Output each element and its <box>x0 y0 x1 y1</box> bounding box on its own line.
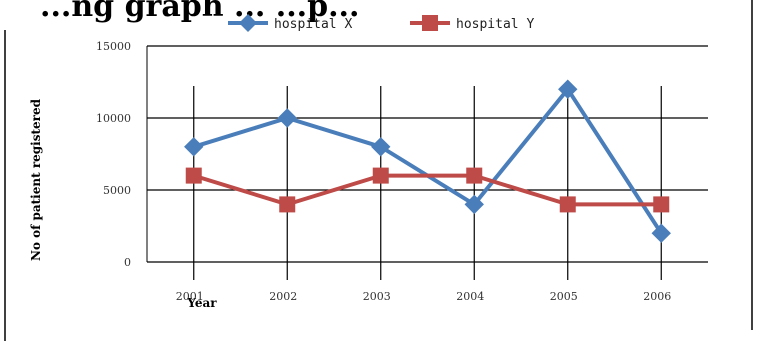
legend-label-1: hospital Y <box>456 17 534 32</box>
data-point-1 <box>466 167 483 184</box>
data-point-1 <box>279 196 296 213</box>
legend-marker-1 <box>422 15 438 31</box>
gridlines <box>146 45 708 280</box>
x-tick-label: 2006 <box>643 290 671 303</box>
x-tick-label: 2001 <box>176 290 204 303</box>
data-point-0 <box>464 194 484 215</box>
series-line-0 <box>193 87 663 235</box>
legend: hospital X hospital Y <box>228 14 534 32</box>
data-point-0 <box>184 137 204 157</box>
data-point-1 <box>559 196 576 213</box>
x-tick-label: 2003 <box>363 290 391 303</box>
x-tick-label: 2004 <box>456 290 484 303</box>
legend-marker-0 <box>239 14 257 32</box>
data-point-0 <box>277 108 297 128</box>
data-point-0 <box>558 79 578 99</box>
data-point-1 <box>653 196 670 213</box>
x-tick-label: 2005 <box>550 290 578 303</box>
y-tick-label: 0 <box>124 256 131 269</box>
y-tick-label: 5000 <box>103 184 131 197</box>
chart-title: ...ng graph ... ...p... <box>40 0 359 24</box>
data-point-1 <box>372 167 389 184</box>
x-tick-label: 2002 <box>269 290 297 303</box>
y-tick-labels: 0 5000 10000 15000 <box>96 40 131 269</box>
series-line-1 <box>193 173 662 207</box>
series-group <box>184 79 671 243</box>
x-tick-labels: 2001 2002 2003 2004 2005 2006 <box>176 290 672 303</box>
x-axis-title: Year <box>186 296 217 310</box>
y-axis-title: No of patient registered <box>29 98 43 261</box>
data-point-0 <box>651 223 671 243</box>
data-point-1 <box>185 167 202 184</box>
legend-label-0: hospital X <box>274 17 352 32</box>
y-tick-label: 15000 <box>96 40 131 53</box>
y-tick-label: 10000 <box>96 112 131 125</box>
data-point-0 <box>371 137 391 157</box>
